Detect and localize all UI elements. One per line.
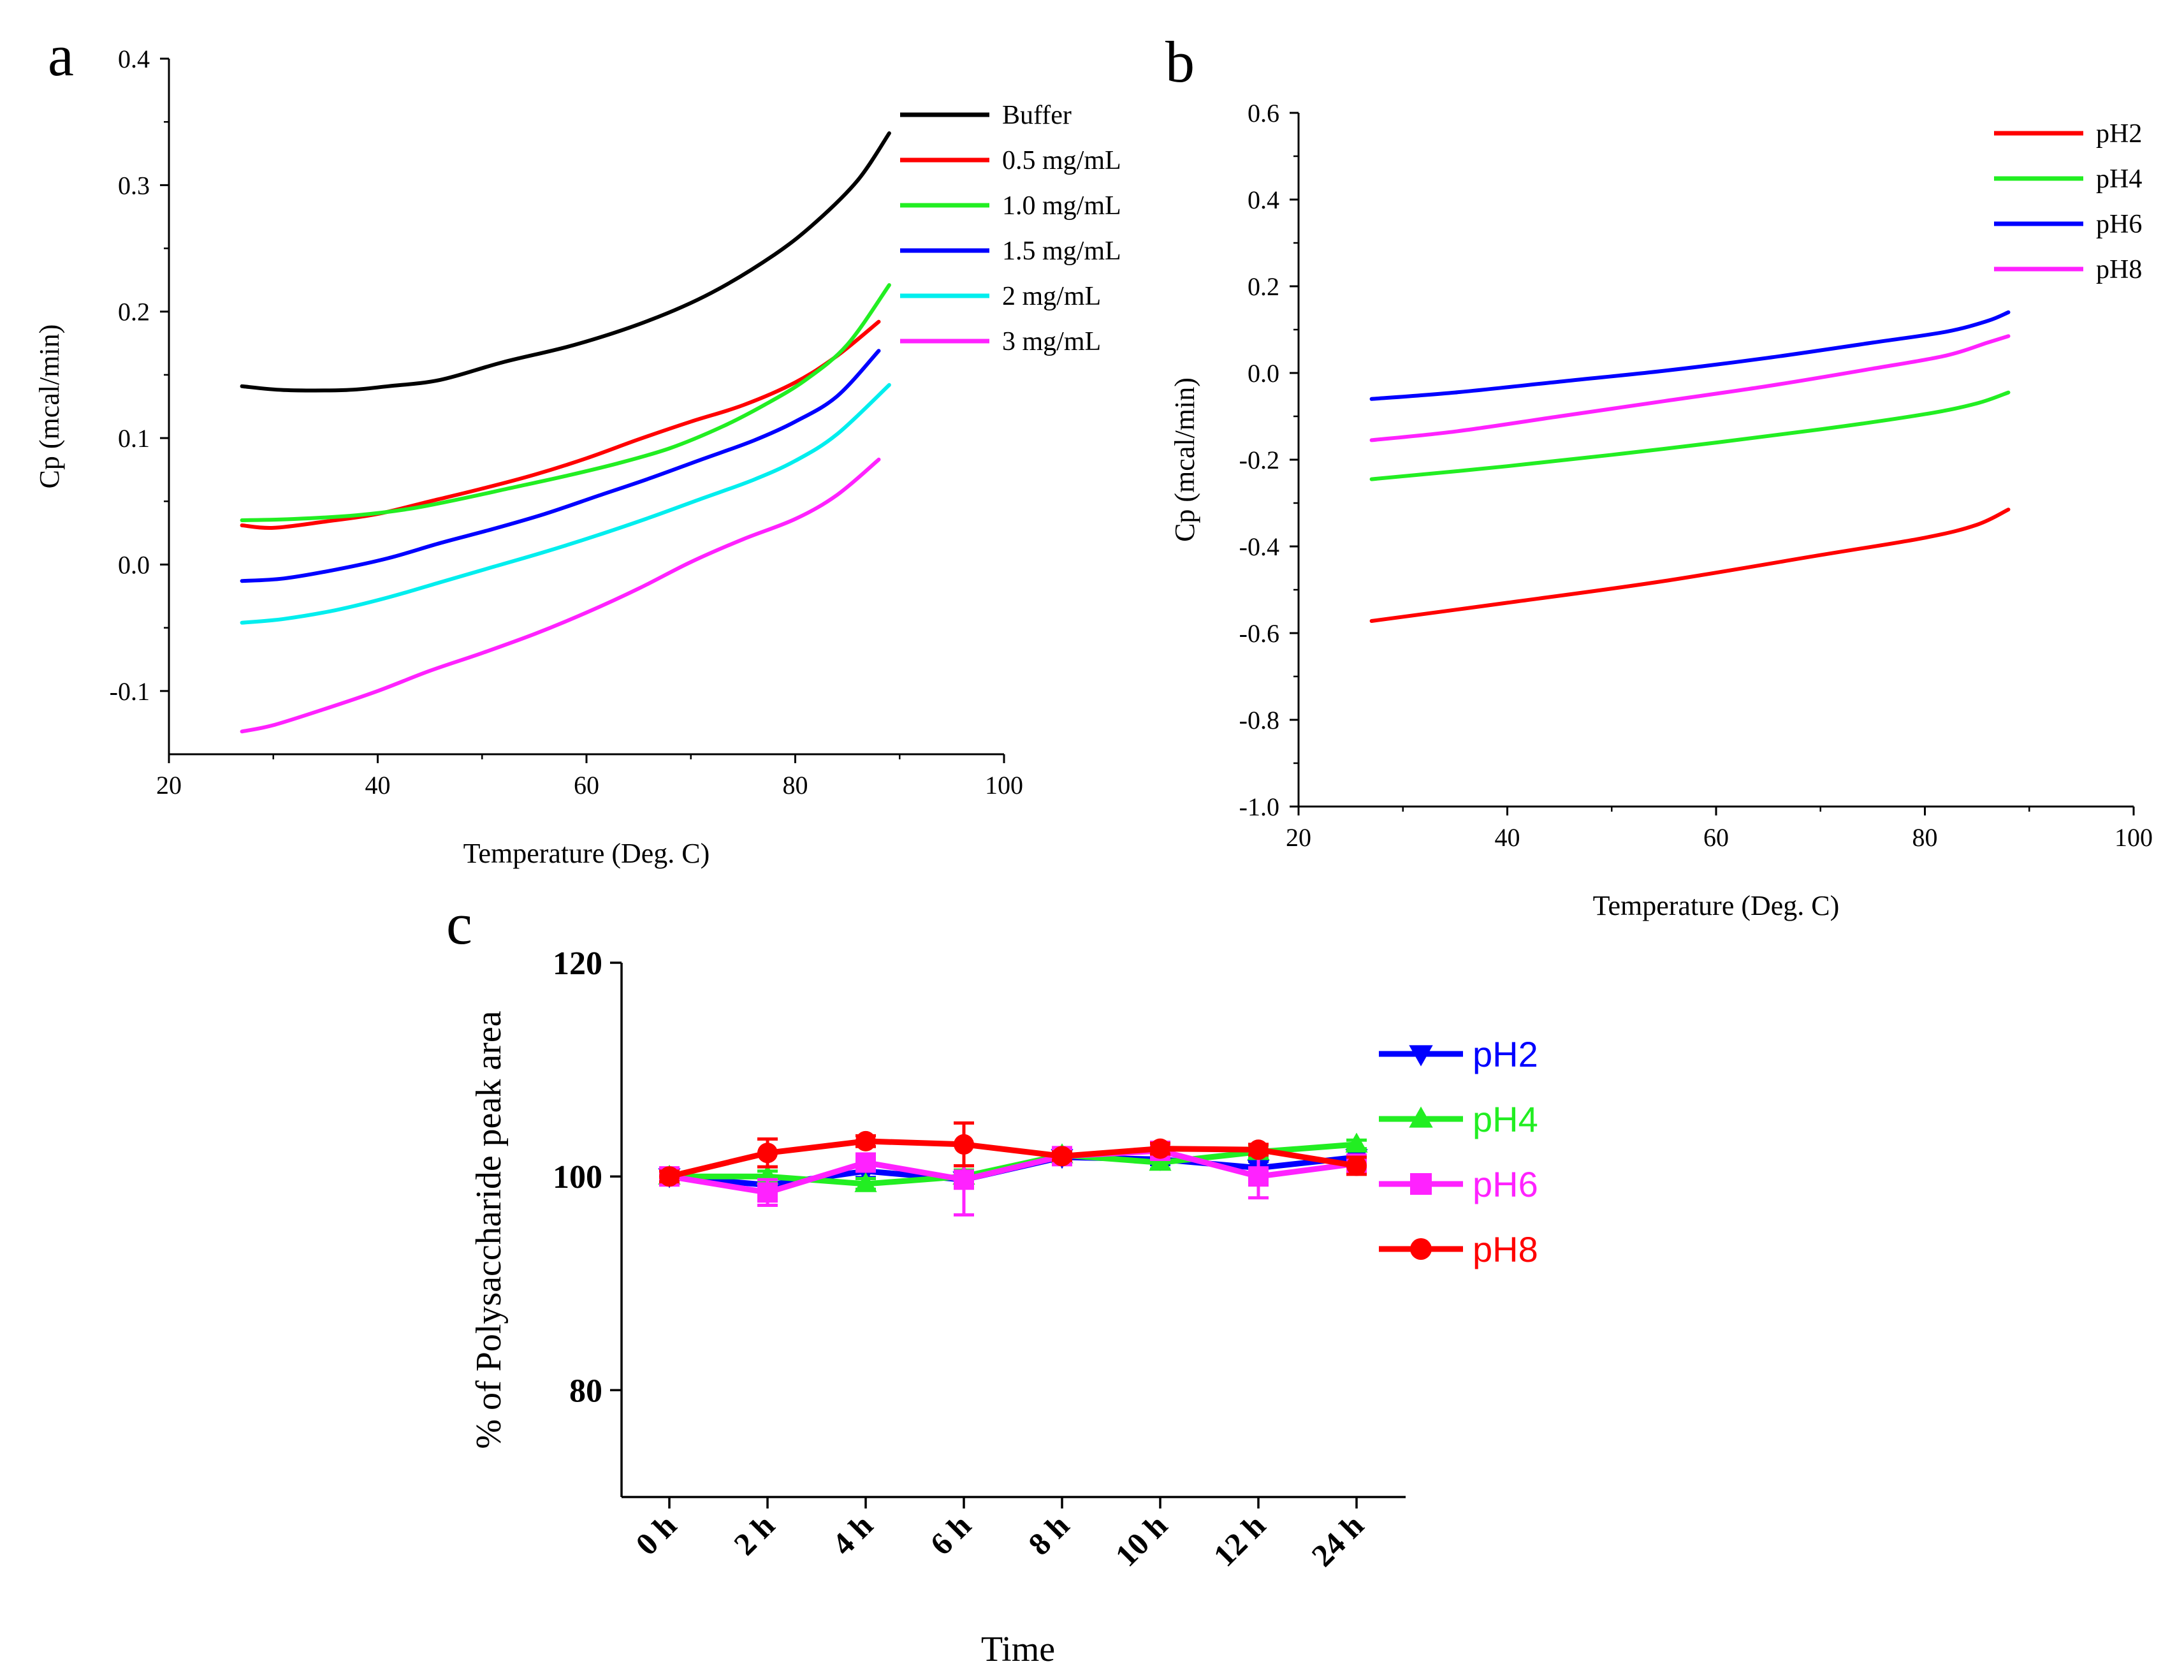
y-tick-label: -0.8: [1239, 706, 1279, 734]
legend-label-ph8: pH8: [2096, 255, 2142, 284]
x-tick-label: 80: [783, 771, 808, 800]
y-tick-label: -1.0: [1239, 793, 1279, 821]
y-tick-label: -0.6: [1239, 619, 1279, 648]
series-line-2-mg-ml: [240, 383, 891, 625]
x-tick-label: 12 h: [1206, 1507, 1272, 1574]
data-point-ph8: [1052, 1146, 1072, 1167]
legend-label-ph4: pH4: [1473, 1099, 1538, 1139]
y-tick-label: 0.1: [118, 424, 150, 453]
y-tick-label: 0.2: [1248, 272, 1279, 301]
legend-label-2-mg-ml: 2 mg/mL: [1002, 282, 1101, 311]
y-tick-label: 120: [553, 946, 602, 982]
data-point-ph8: [1150, 1138, 1170, 1159]
y-tick-label: 0.4: [118, 45, 150, 73]
series-line-ph8: [1369, 334, 2011, 442]
x-tick-label: 10 h: [1108, 1507, 1174, 1574]
x-axis-title: Time: [981, 1630, 1055, 1669]
y-tick-label: 0.2: [118, 298, 150, 326]
series-line-buffer: [240, 131, 891, 393]
y-tick-label: 0.6: [1248, 99, 1279, 128]
y-axis-title: Cp (mcal/min): [34, 325, 65, 489]
series-line-3-mg-ml: [240, 457, 881, 734]
panel-label-c: c: [446, 891, 472, 956]
data-point-ph8: [757, 1143, 778, 1164]
data-point-ph8: [1248, 1139, 1269, 1160]
x-axis-title: Temperature (Deg. C): [463, 838, 710, 869]
panel-label-b: b: [1165, 29, 1195, 94]
data-point-ph8: [954, 1134, 974, 1155]
y-tick-label: 0.3: [118, 171, 150, 200]
legend-marker-ph8: [1410, 1238, 1432, 1260]
series-line-ph6: [669, 1148, 1357, 1195]
x-tick-label: 24 h: [1304, 1507, 1371, 1574]
data-point-ph6: [1248, 1166, 1269, 1187]
y-tick-label: -0.4: [1239, 532, 1279, 561]
y-tick-label: -0.2: [1239, 446, 1279, 474]
series-ph8: [659, 1121, 1367, 1187]
x-tick-label: 80: [1912, 823, 1938, 852]
panel-a: a -0.1 0.0 0.1 0.2 0.3 0.4 20 40 60 80 100 Temperatu…: [34, 23, 1121, 869]
legend-label-1-5-mg-ml: 1.5 mg/mL: [1002, 237, 1121, 266]
x-tick-label: 100: [2115, 823, 2153, 852]
panel-b: b -1.0 -0.8 -0.6 -0.4 -0.2 0.0 0.2 0.4 0.6 20 40 60 8…: [1165, 29, 2153, 921]
data-point-ph4: [854, 1172, 877, 1192]
legend-marker-ph6: [1410, 1173, 1432, 1195]
x-tick-label: 100: [985, 771, 1023, 800]
x-tick-label: 20: [156, 771, 182, 800]
legend-label-ph2: pH2: [1473, 1034, 1538, 1074]
series-line-ph8: [668, 1138, 1357, 1180]
data-point-ph6: [855, 1152, 876, 1173]
data-point-ph8: [1346, 1155, 1367, 1176]
x-tick-label: 60: [1703, 823, 1729, 852]
legend-label-ph6: pH6: [2096, 210, 2142, 239]
panel-label-a: a: [48, 23, 74, 88]
legend-label-1-0-mg-ml: 1.0 mg/mL: [1002, 191, 1121, 221]
x-tick-label: 2 h: [727, 1507, 782, 1562]
data-point-ph6: [757, 1182, 778, 1203]
series-line-0-5-mg-ml: [240, 319, 881, 530]
x-tick-label: 4 h: [825, 1507, 880, 1562]
y-axis-title: % of Polysaccharide peak area: [469, 1011, 509, 1449]
legend-label-ph2: pH2: [2096, 119, 2142, 149]
x-tick-label: 20: [1286, 823, 1311, 852]
legend-label-0-5-mg-ml: 0.5 mg/mL: [1002, 146, 1121, 175]
x-tick-label: 6 h: [923, 1507, 978, 1562]
legend-label-buffer: Buffer: [1002, 101, 1072, 130]
x-axis-title: Temperature (Deg. C): [1593, 890, 1840, 921]
data-point-ph6: [954, 1169, 974, 1190]
legend-label-ph8: pH8: [1473, 1229, 1538, 1269]
series-line-1-5-mg-ml: [240, 349, 881, 583]
x-tick-label: 60: [574, 771, 599, 800]
y-tick-label: 80: [569, 1373, 602, 1409]
y-axis-title: Cp (mcal/min): [1169, 377, 1200, 542]
x-tick-label: 0 h: [629, 1507, 683, 1562]
data-point-ph8: [855, 1130, 876, 1151]
data-point-ph4: [1345, 1132, 1368, 1153]
series-line-ph2: [1369, 508, 2011, 623]
y-tick-label: 100: [553, 1159, 602, 1195]
y-tick-label: 0.0: [1248, 359, 1279, 388]
legend-label-ph6: pH6: [1473, 1164, 1538, 1204]
y-tick-label: 0.0: [118, 550, 150, 579]
series-line-ph6: [1369, 310, 2011, 401]
legend-label-3-mg-ml: 3 mg/mL: [1002, 327, 1101, 356]
data-point-ph8: [659, 1166, 680, 1187]
legend-marker-ph4: [1409, 1106, 1433, 1128]
series-line-ph4: [1369, 390, 2011, 481]
legend-marker-ph2: [1409, 1045, 1433, 1067]
y-tick-label: -0.1: [110, 677, 150, 706]
series-line-1-0-mg-ml: [240, 283, 891, 522]
x-tick-label: 40: [1495, 823, 1520, 852]
x-tick-label: 8 h: [1021, 1507, 1076, 1562]
legend-label-ph4: pH4: [2096, 164, 2142, 194]
y-tick-label: 0.4: [1248, 186, 1279, 214]
panel-c: c 80 100 120 0 h 2 h 4 h 6 h 8 h 10 h 12 h 24 h Time…: [446, 891, 1538, 1669]
x-tick-label: 40: [365, 771, 391, 800]
